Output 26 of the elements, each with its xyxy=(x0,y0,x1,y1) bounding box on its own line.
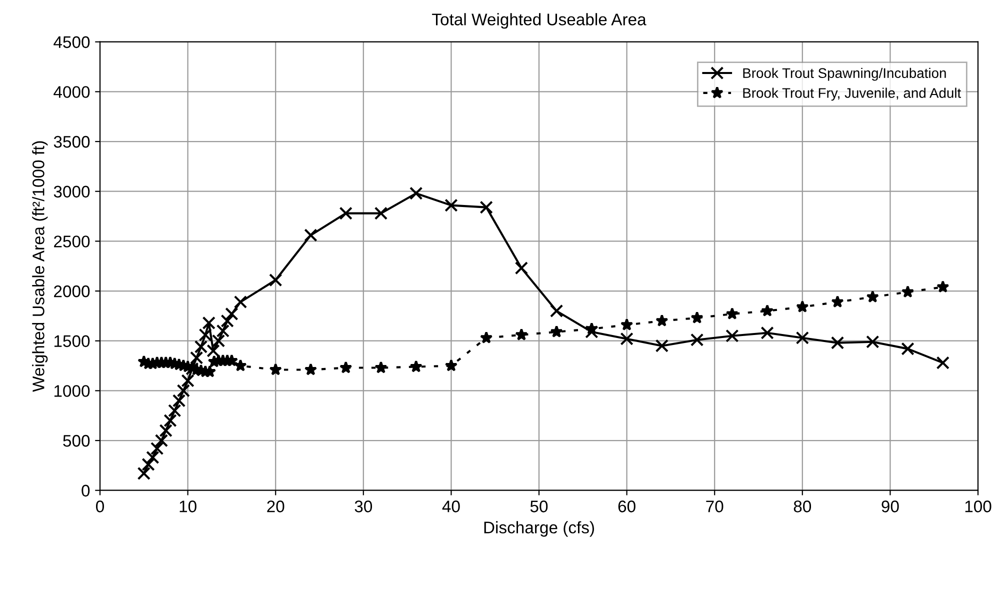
x-tick-label: 30 xyxy=(354,500,372,512)
x-tick-label: 10 xyxy=(180,500,196,512)
chart-title: Total Weighted Useable Area xyxy=(432,13,646,29)
y-tick-label: 2500 xyxy=(54,236,90,248)
legend-label: Brook Trout Spawning/Incubation xyxy=(743,68,946,81)
y-tick-label: 1500 xyxy=(54,335,90,348)
x-axis-title: Discharge (cfs) xyxy=(484,521,594,537)
y-axis-title: Weighted Usable Area (ft²/1000 ft) xyxy=(32,141,48,392)
y-tick-label: 3000 xyxy=(54,186,90,198)
x-tick-label: 80 xyxy=(794,500,812,512)
x-tick-label: 60 xyxy=(618,500,636,512)
x-tick-label: 20 xyxy=(267,500,284,512)
x-tick-label: 90 xyxy=(882,500,899,512)
y-tick-label: 4500 xyxy=(54,36,90,48)
x-tick-label: 50 xyxy=(530,500,548,512)
legend-label: Brook Trout Fry, Juvenile, and Adult xyxy=(743,88,962,101)
y-tick-label: 1000 xyxy=(54,385,90,397)
y-tick-label: 500 xyxy=(63,434,90,447)
y-tick-label: 4000 xyxy=(54,86,90,98)
x-tick-label: 70 xyxy=(706,500,724,512)
x-tick-label: 100 xyxy=(965,500,992,512)
x-tick-label: 0 xyxy=(96,500,104,512)
y-tick-label: 3500 xyxy=(54,136,90,148)
y-tick-label: 2000 xyxy=(54,285,90,298)
y-tick-label: 0 xyxy=(82,484,90,497)
x-tick-label: 40 xyxy=(442,500,460,512)
